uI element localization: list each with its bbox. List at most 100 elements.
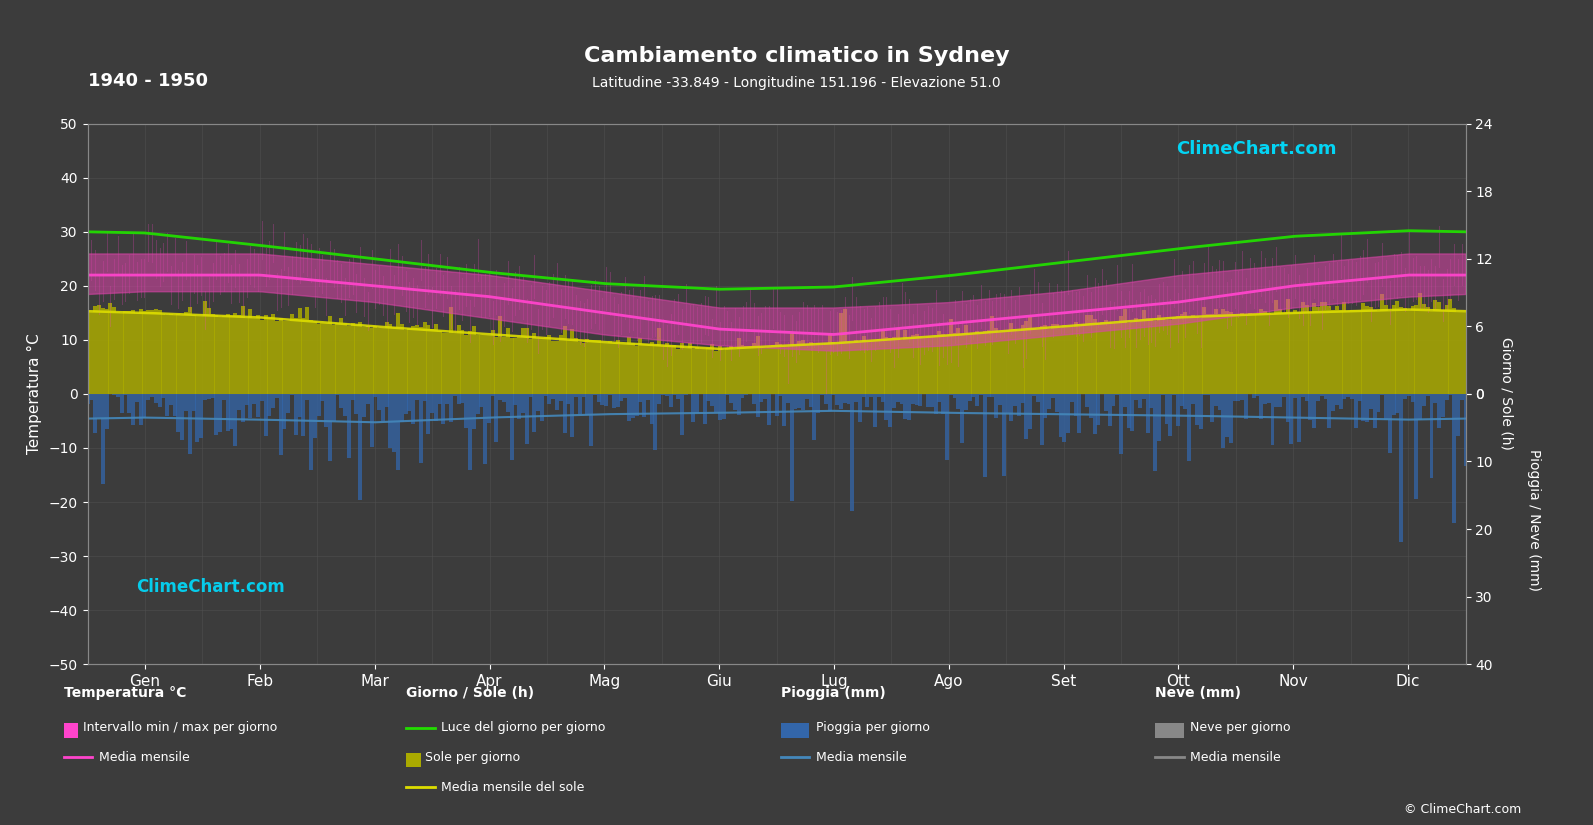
Bar	[889, 337, 892, 394]
Bar	[226, 394, 229, 431]
Bar	[1448, 299, 1453, 394]
Bar	[1319, 394, 1324, 396]
Bar	[237, 315, 241, 394]
Bar	[1354, 394, 1357, 427]
Bar	[941, 394, 945, 414]
Bar	[1222, 309, 1225, 394]
Bar	[1252, 394, 1255, 398]
Bar	[210, 394, 215, 398]
Bar	[642, 394, 647, 417]
Bar	[438, 331, 441, 394]
Bar	[1343, 394, 1346, 399]
Bar	[1010, 394, 1013, 421]
Bar	[513, 337, 518, 394]
Bar	[876, 339, 881, 394]
Bar	[573, 394, 578, 397]
Bar	[1327, 306, 1332, 394]
Bar	[1247, 314, 1252, 394]
Bar	[986, 330, 991, 394]
Bar	[328, 316, 331, 394]
Bar	[835, 394, 840, 405]
Bar	[1316, 394, 1321, 401]
Bar	[1266, 314, 1271, 394]
Bar	[188, 308, 191, 394]
Bar	[249, 309, 252, 394]
Bar	[570, 329, 573, 394]
Bar	[578, 342, 581, 394]
Bar	[1195, 394, 1200, 425]
Bar	[282, 394, 287, 429]
Bar	[961, 394, 964, 443]
Bar	[1142, 309, 1145, 394]
Bar	[570, 394, 573, 437]
Bar	[548, 394, 551, 403]
Bar	[710, 343, 714, 394]
Bar	[331, 394, 336, 421]
Bar	[1217, 394, 1222, 410]
Bar	[1211, 394, 1214, 422]
Bar	[446, 394, 449, 404]
Bar	[290, 314, 295, 394]
Bar	[127, 311, 131, 394]
Bar	[276, 321, 279, 394]
Bar	[768, 394, 771, 426]
Bar	[233, 394, 237, 446]
Bar	[1115, 323, 1120, 394]
Bar	[1047, 394, 1051, 409]
Bar	[1002, 331, 1005, 394]
Bar	[798, 342, 801, 394]
Text: Media mensile del sole: Media mensile del sole	[441, 780, 585, 794]
Bar	[1384, 394, 1388, 420]
Bar	[865, 394, 870, 407]
Bar	[956, 394, 961, 409]
Bar	[639, 394, 642, 402]
Bar	[1252, 314, 1255, 394]
Bar	[914, 334, 919, 394]
Bar	[483, 335, 487, 394]
Bar	[306, 307, 309, 394]
Bar	[876, 394, 881, 397]
Bar	[824, 342, 828, 394]
Bar	[1161, 318, 1164, 394]
Bar	[229, 394, 234, 429]
Bar	[397, 394, 400, 470]
Bar	[131, 394, 135, 425]
Bar	[408, 394, 411, 411]
Bar	[468, 331, 472, 394]
Bar	[1123, 394, 1126, 407]
Bar	[1157, 394, 1161, 441]
Text: Luce del giorno per giorno: Luce del giorno per giorno	[441, 721, 605, 734]
Bar	[336, 323, 339, 394]
Bar	[1126, 394, 1131, 427]
Bar	[188, 394, 191, 455]
Bar	[1077, 326, 1082, 394]
Bar	[933, 336, 938, 394]
Bar	[419, 394, 422, 464]
Bar	[597, 394, 601, 402]
Bar	[389, 394, 392, 448]
Bar	[1153, 321, 1157, 394]
Bar	[218, 317, 221, 394]
Bar	[760, 394, 763, 402]
Bar	[116, 394, 119, 397]
Bar	[615, 394, 620, 408]
Bar	[820, 345, 824, 394]
Bar	[218, 394, 221, 431]
Bar	[1376, 394, 1381, 412]
Bar	[155, 309, 158, 394]
Bar	[135, 313, 139, 394]
Bar	[1126, 323, 1131, 394]
Bar	[161, 314, 166, 394]
Bar	[1357, 394, 1362, 401]
Bar	[1137, 320, 1142, 394]
Bar	[1429, 311, 1434, 394]
Bar	[1013, 394, 1016, 406]
Bar	[1445, 304, 1448, 394]
Bar	[1368, 307, 1373, 394]
Bar	[562, 326, 567, 394]
Bar	[479, 335, 483, 394]
Bar	[317, 323, 320, 394]
Bar	[1074, 394, 1077, 416]
Bar	[1203, 308, 1206, 394]
Bar	[131, 310, 135, 394]
